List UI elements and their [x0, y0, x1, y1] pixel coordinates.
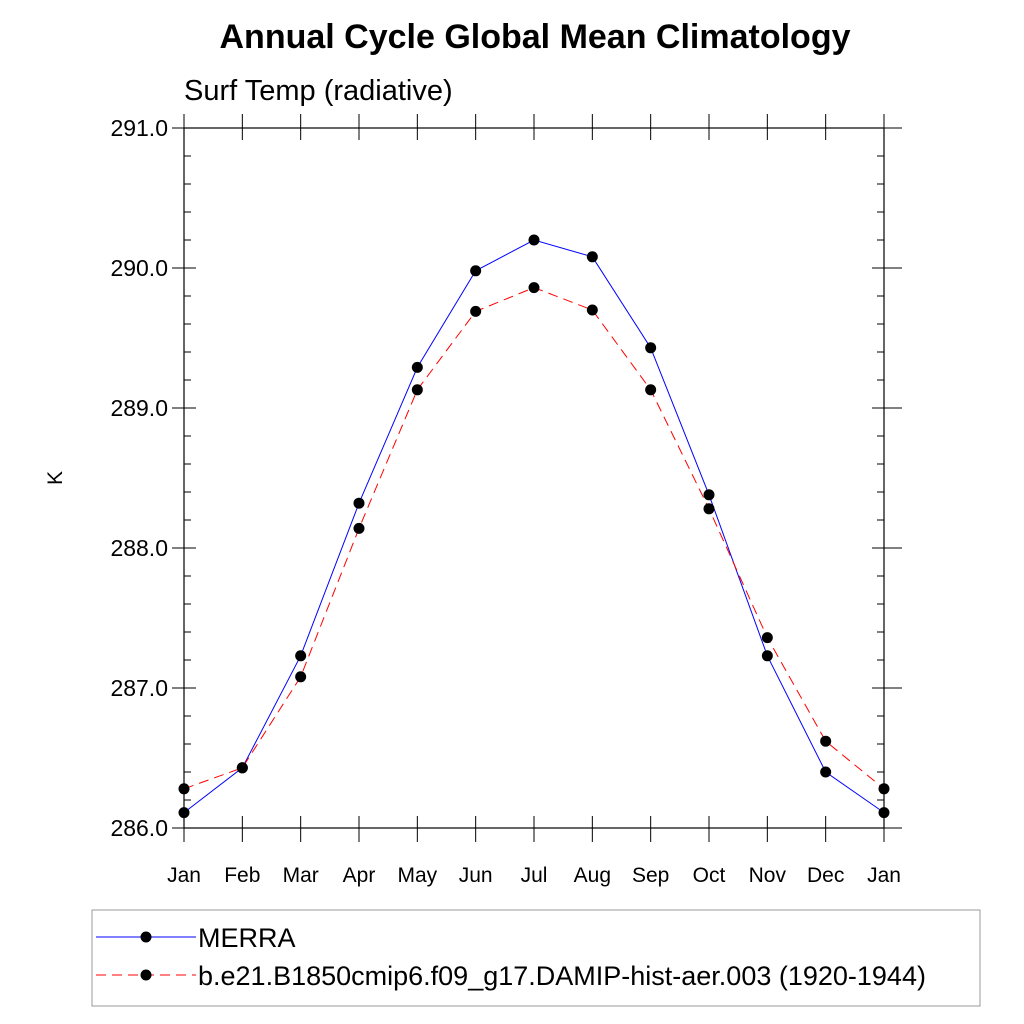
x-axis: Jan Feb Mar Apr May Jun Jul Aug Sep Oct Nov Dec Jan: [167, 114, 901, 887]
data-point-s1-8: [645, 384, 657, 396]
data-point-s0-7: [586, 251, 598, 263]
data-point-s0-10: [761, 650, 773, 662]
y-tick-label: 288.0: [110, 535, 168, 561]
data-point-s1-7: [586, 304, 598, 316]
data-point-s1-11: [820, 735, 832, 747]
x-tick-label: Feb: [224, 864, 260, 887]
data-point-s0-0: [178, 807, 190, 819]
chart-subtitle: Surf Temp (radiative): [184, 75, 453, 107]
x-tick-label: Sep: [632, 864, 669, 887]
data-point-s0-4: [411, 361, 423, 373]
data-point-s1-9: [703, 503, 715, 515]
data-point-s0-12: [878, 807, 890, 819]
x-tick-label: Jan: [167, 864, 201, 887]
data-point-s1-5: [470, 305, 482, 317]
x-tick-label: Jun: [459, 864, 493, 887]
x-tick-label: Aug: [574, 864, 611, 887]
data-point-s1-1: [236, 762, 248, 774]
data-point-s1-6: [528, 282, 540, 294]
y-tick-label: 289.0: [110, 395, 168, 421]
data-point-s0-11: [820, 766, 832, 778]
data-point-s0-9: [703, 489, 715, 501]
data-point-s1-2: [295, 671, 307, 683]
x-tick-label: Jan: [867, 864, 901, 887]
data-point-s0-2: [295, 650, 307, 662]
x-tick-label: Dec: [807, 864, 844, 887]
data-point-s1-10: [761, 632, 773, 644]
x-tick-label: Oct: [693, 864, 726, 887]
plot-frame: [183, 127, 885, 829]
data-point-s0-8: [645, 342, 657, 354]
x-tick-label: Nov: [749, 864, 787, 887]
data-point-s0-5: [470, 265, 482, 277]
legend: MERRA b.e21.B1850cmip6.f09_g17.DAMIP-hist…: [96, 923, 926, 991]
legend-marker-1: [140, 969, 152, 981]
legend-label-1: b.e21.B1850cmip6.f09_g17.DAMIP-hist-aer.…: [198, 961, 926, 991]
x-tick-label: Apr: [343, 864, 376, 887]
legend-marker-0: [140, 931, 152, 943]
y-axis: 286.0 287.0 288.0 289.0 290.0 291.0: [110, 115, 902, 841]
series-line-0: [183, 239, 885, 814]
series-line-1: [183, 287, 885, 790]
y-tick-label: 286.0: [110, 815, 168, 841]
data-point-s0-6: [528, 234, 540, 246]
y-axis-label: K: [44, 471, 67, 485]
data-point-s0-3: [353, 497, 365, 509]
data-point-s1-0: [178, 783, 190, 795]
chart-title: Annual Cycle Global Mean Climatology: [220, 18, 851, 56]
data-point-s1-12: [878, 783, 890, 795]
legend-box: [91, 909, 981, 1007]
y-tick-label: 290.0: [110, 255, 168, 281]
series-layer: [178, 234, 890, 819]
y-tick-label: 291.0: [110, 115, 168, 141]
x-tick-label: May: [397, 864, 437, 887]
y-tick-label: 287.0: [110, 675, 168, 701]
data-point-s1-3: [353, 522, 365, 534]
x-tick-label: Jul: [521, 864, 548, 887]
x-tick-label: Mar: [283, 864, 319, 887]
data-point-s1-4: [411, 384, 423, 396]
legend-label-0: MERRA: [198, 923, 296, 953]
